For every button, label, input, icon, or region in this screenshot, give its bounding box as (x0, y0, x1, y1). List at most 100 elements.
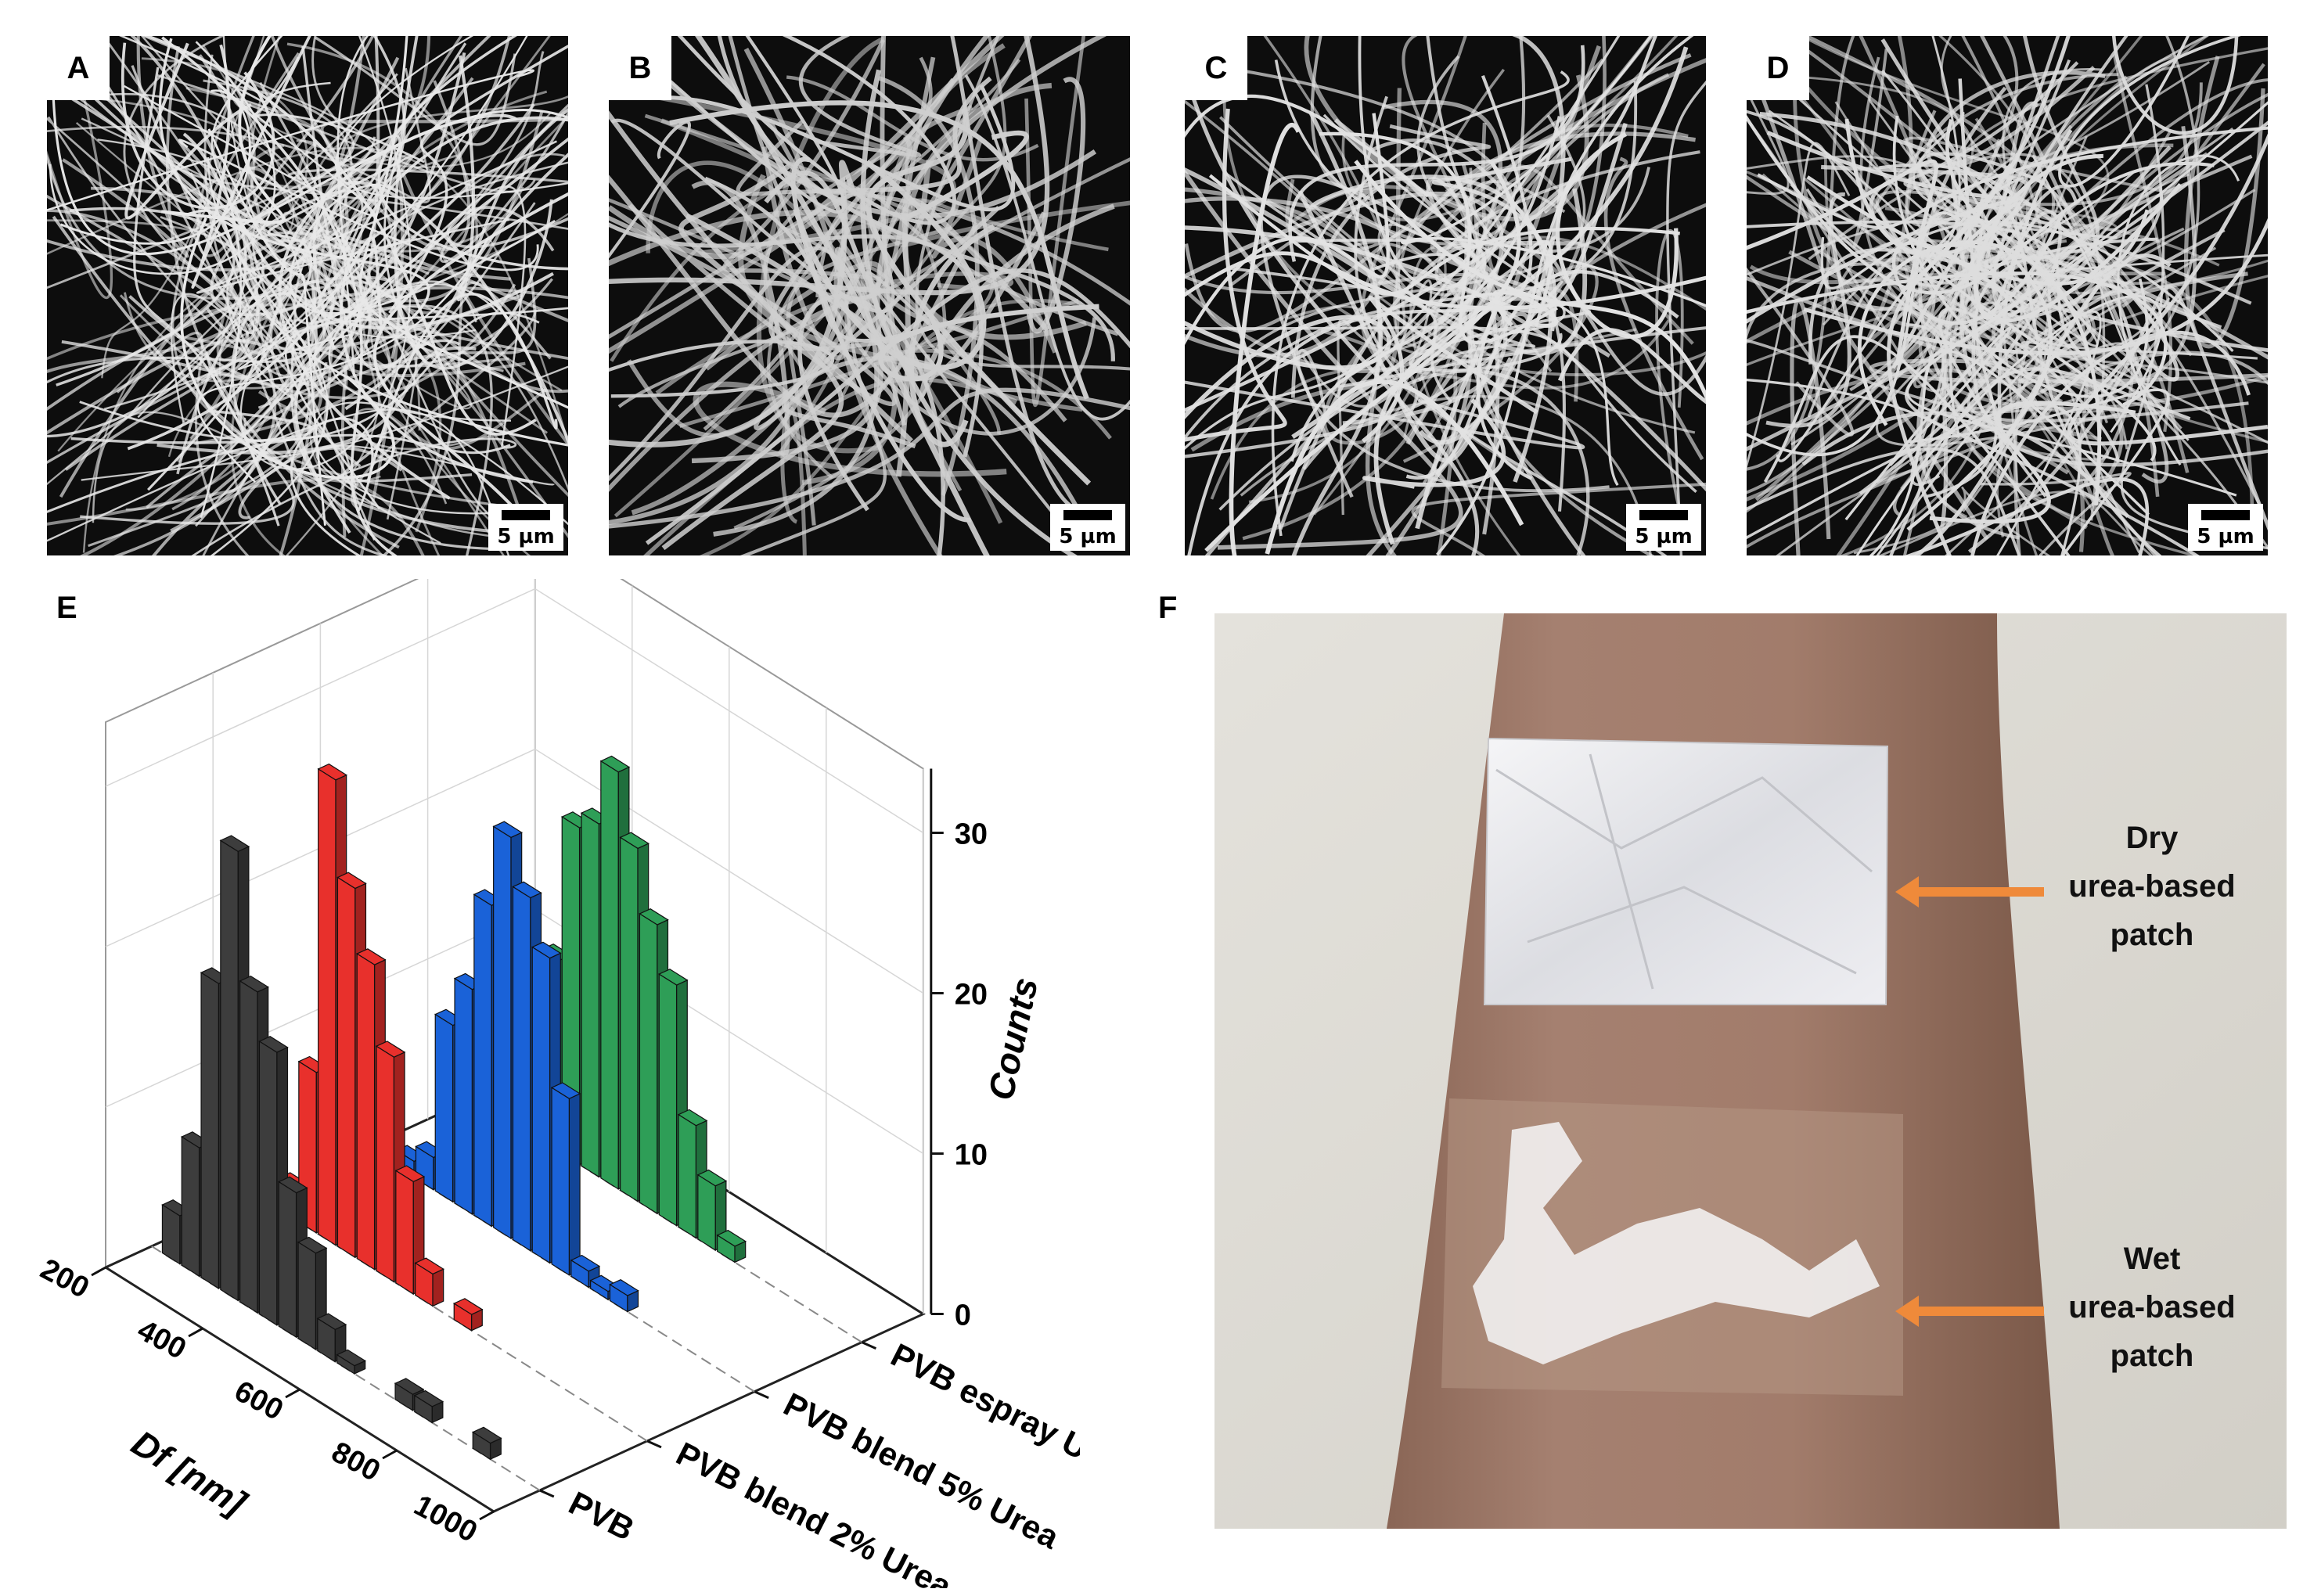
counts-tick-label: 20 (955, 979, 988, 1012)
fiber (101, 36, 265, 379)
fiber (47, 219, 247, 438)
fiber (786, 75, 1039, 162)
fiber (317, 52, 466, 318)
fiber (47, 139, 412, 412)
series-tick (539, 1489, 555, 1498)
fiber (728, 36, 1097, 436)
fiber (1291, 111, 1384, 555)
fiber (1185, 108, 1287, 442)
fiber (439, 103, 568, 263)
fiber (394, 36, 553, 370)
fiber (840, 36, 1007, 397)
fiber (1476, 239, 1553, 480)
fiber (1747, 87, 1790, 196)
fiber (1747, 289, 1993, 410)
fiber (1411, 482, 1706, 555)
fiber (47, 307, 315, 384)
fiber (52, 215, 527, 535)
fiber (1185, 63, 1480, 555)
fiber (609, 387, 1130, 529)
fiber (1361, 295, 1538, 444)
fiber (1291, 124, 1492, 398)
fiber (152, 426, 323, 555)
fiber (713, 246, 880, 537)
fiber (81, 365, 568, 481)
wet-label-line-2: urea-based (2068, 1290, 2236, 1325)
photo-illustration (1214, 613, 2287, 1529)
fiber (609, 340, 835, 398)
fiber (137, 36, 303, 419)
bar-side (432, 1268, 444, 1307)
panel-letter-f: F (1158, 591, 1178, 625)
df-tick-label: 600 (229, 1375, 289, 1427)
scale-bar-d: 5 µm (2188, 504, 2263, 551)
scale-bar-c: 5 µm (1626, 504, 1701, 551)
fiber (1754, 253, 2190, 501)
df-axis-label: Df [nm] (124, 1422, 254, 1524)
fiber (352, 408, 490, 505)
fiber (1903, 61, 2252, 305)
bar-pvb (239, 980, 258, 1314)
fiber (609, 105, 973, 354)
fiber (1458, 292, 1619, 487)
fiber (780, 406, 807, 555)
sem-image-a: A 5 µm (47, 36, 568, 555)
fiber (123, 36, 290, 330)
fiber (756, 36, 885, 454)
fiber (334, 51, 545, 342)
fiber (767, 59, 1021, 479)
fiber (1208, 174, 1680, 296)
fiber (931, 139, 1058, 354)
bar-pvb-blend-2-urea (453, 1303, 473, 1332)
fiber (2058, 36, 2242, 188)
fiber (637, 36, 846, 214)
scale-bar-label: 5 µm (497, 525, 555, 548)
bar-pvb-blend-2-urea (336, 876, 356, 1259)
wet-label-line-3: patch (2110, 1339, 2194, 1373)
panel-letter-e: E (56, 591, 77, 625)
fiber (1747, 78, 2268, 494)
fiber (1296, 348, 1610, 493)
fiber (1822, 36, 2209, 326)
fiber (865, 108, 1092, 486)
scale-bar-line (502, 510, 550, 520)
fiber (909, 224, 995, 448)
fiber (1185, 94, 1430, 198)
fiber (1185, 196, 1473, 555)
fiber (142, 36, 537, 436)
df-tick (188, 1327, 203, 1338)
fiber (180, 217, 395, 480)
wet-label-line-1: Wet (2123, 1242, 2181, 1276)
series-tick (861, 1341, 877, 1350)
fiber (250, 36, 431, 189)
bar-pvb (161, 1203, 181, 1265)
fiber (1790, 298, 1831, 555)
fiber (1785, 86, 2099, 347)
fiber (127, 236, 383, 451)
fiber (2184, 56, 2265, 349)
fiber (609, 110, 844, 551)
fiber (1402, 264, 1599, 463)
df-tick (382, 1449, 398, 1460)
bar-pvb-blend-2-urea (318, 767, 336, 1246)
fiber (230, 167, 318, 555)
sem-image-d: D 5 µm (1747, 36, 2268, 555)
fiber-network (609, 36, 1130, 555)
bar-pvb-blend-2-urea (356, 953, 376, 1271)
fiber (301, 45, 461, 371)
panel-letter-b: B (609, 36, 671, 100)
fiber (1806, 175, 2150, 286)
fiber (207, 128, 326, 526)
fiber (1024, 36, 1086, 407)
bar-pvb-espray-urea (658, 973, 678, 1227)
bar-pvb-blend-5-urea (473, 893, 492, 1228)
fiber (1968, 285, 2268, 554)
fiber (1266, 36, 1476, 282)
fiber (1747, 59, 2071, 285)
fiber (2112, 54, 2173, 433)
fiber (1878, 491, 2154, 555)
fiber (1187, 74, 1533, 555)
bar-pvb (297, 1241, 316, 1350)
dry-label-line-3: patch (2110, 918, 2194, 952)
fiber (344, 107, 568, 411)
